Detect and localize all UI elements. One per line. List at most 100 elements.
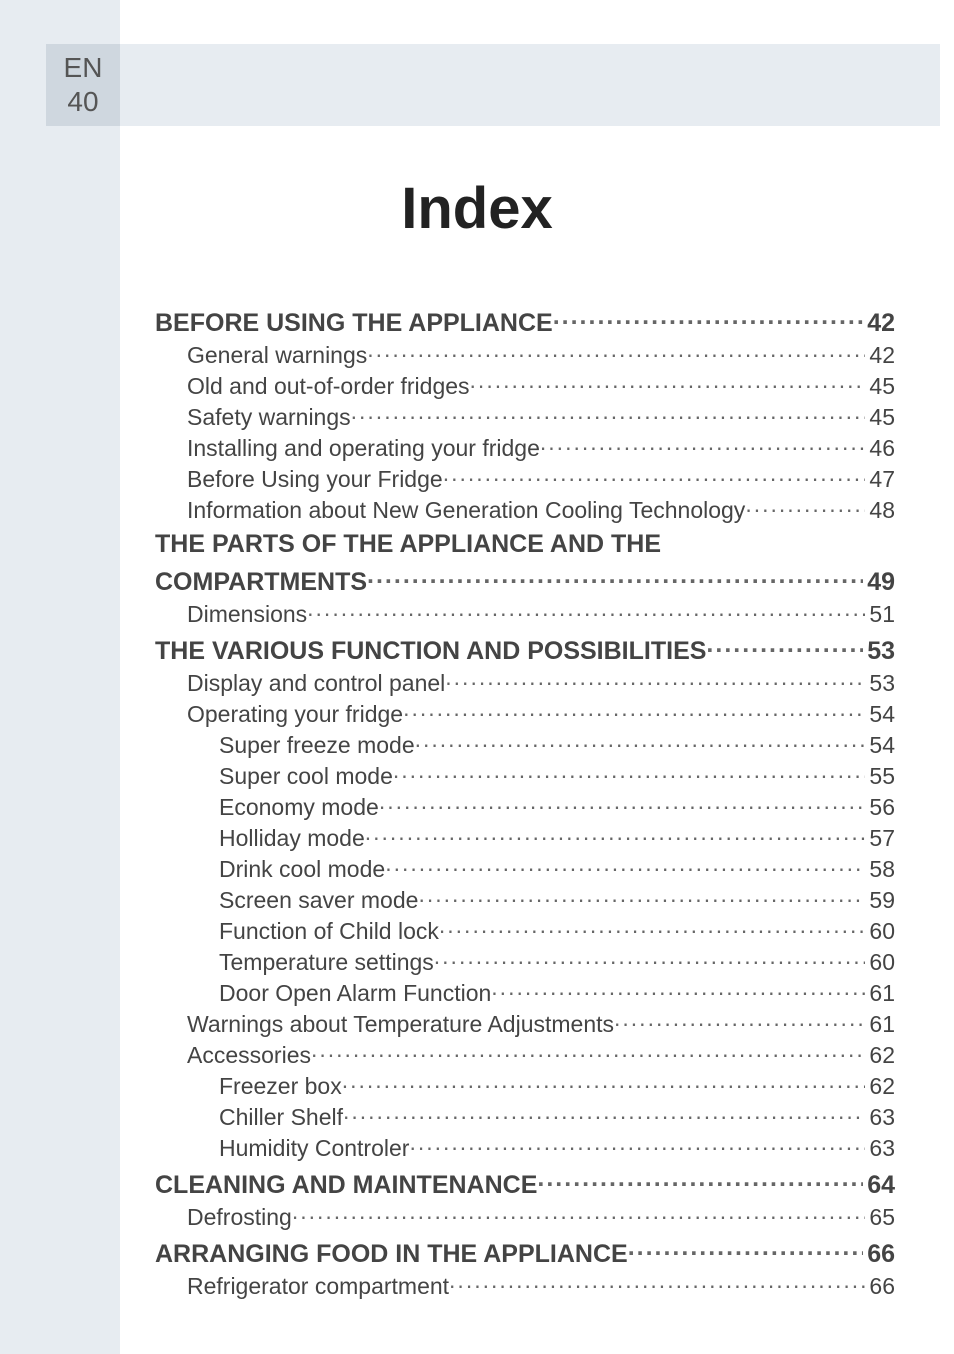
toc-label: ARRANGING FOOD IN THE APPLIANCE xyxy=(155,1240,628,1269)
toc-page: 53 xyxy=(863,637,895,666)
toc-leader xyxy=(418,885,865,908)
toc-row: Information about New Generation Cooling… xyxy=(155,495,895,524)
toc-leader xyxy=(403,699,865,722)
toc-page: 56 xyxy=(865,794,895,821)
toc-row: Super cool mode 55 xyxy=(155,761,895,790)
toc-page: 64 xyxy=(863,1171,895,1200)
toc-page: 57 xyxy=(865,825,895,852)
toc-page: 60 xyxy=(865,949,895,976)
toc-leader xyxy=(367,565,863,590)
header-bar xyxy=(120,44,940,126)
toc-leader xyxy=(706,634,863,659)
toc-label: Accessories xyxy=(187,1042,311,1069)
toc-page: 54 xyxy=(865,732,895,759)
toc-label: Function of Child lock xyxy=(219,918,439,945)
toc-row: Humidity Controler 63 xyxy=(155,1133,895,1162)
toc-row: Screen saver mode 59 xyxy=(155,885,895,914)
toc-row: Operating your fridge 54 xyxy=(155,699,895,728)
toc-row: Accessories 62 xyxy=(155,1040,895,1069)
toc-leader xyxy=(307,599,865,622)
toc-row: Dimensions 51 xyxy=(155,599,895,628)
toc-row: CLEANING AND MAINTENANCE 64 xyxy=(155,1168,895,1200)
language-page-badge: EN 40 xyxy=(46,44,120,126)
toc-row: Defrosting 65 xyxy=(155,1202,895,1231)
toc-label: Warnings about Temperature Adjustments xyxy=(187,1011,614,1038)
toc-label: Temperature settings xyxy=(219,949,434,976)
toc-label: Economy mode xyxy=(219,794,379,821)
toc-page: 47 xyxy=(865,466,895,493)
toc-row: Before Using your Fridge 47 xyxy=(155,464,895,493)
toc-page: 45 xyxy=(865,373,895,400)
toc-leader xyxy=(553,306,863,331)
toc-label: Refrigerator compartment xyxy=(187,1273,449,1300)
toc-label: Super freeze mode xyxy=(219,732,415,759)
toc-row: Chiller Shelf 63 xyxy=(155,1102,895,1131)
toc-page: 62 xyxy=(865,1073,895,1100)
toc-row: Holliday mode 57 xyxy=(155,823,895,852)
toc-label: Safety warnings xyxy=(187,404,351,431)
toc-label: Chiller Shelf xyxy=(219,1104,343,1131)
toc-label: Door Open Alarm Function xyxy=(219,980,491,1007)
toc-leader xyxy=(342,1071,866,1094)
toc-page: 46 xyxy=(865,435,895,462)
toc-leader xyxy=(415,730,866,753)
toc-page: 58 xyxy=(865,856,895,883)
toc-leader xyxy=(537,1168,863,1193)
toc-leader xyxy=(470,371,866,394)
toc-page: 65 xyxy=(865,1204,895,1231)
toc-page: 62 xyxy=(865,1042,895,1069)
toc-page: 63 xyxy=(865,1135,895,1162)
toc-label: Freezer box xyxy=(219,1073,342,1100)
toc-page: 48 xyxy=(865,497,895,524)
toc-label: Installing and operating your fridge xyxy=(187,435,540,462)
toc-row: Super freeze mode 54 xyxy=(155,730,895,759)
toc-page: 42 xyxy=(865,342,895,369)
toc-row: Old and out-of-order fridges 45 xyxy=(155,371,895,400)
toc-label: Humidity Controler xyxy=(219,1135,409,1162)
toc-leader xyxy=(745,495,865,518)
toc-leader xyxy=(614,1009,865,1032)
toc-label: COMPARTMENTS xyxy=(155,568,367,597)
toc-label: Holliday mode xyxy=(219,825,365,852)
toc-leader xyxy=(379,792,866,815)
toc-page: 45 xyxy=(865,404,895,431)
toc-page: 51 xyxy=(865,601,895,628)
toc-leader xyxy=(540,433,866,456)
toc-row: ARRANGING FOOD IN THE APPLIANCE 66 xyxy=(155,1237,895,1269)
toc-label: THE VARIOUS FUNCTION AND POSSIBILITIES xyxy=(155,637,706,666)
toc-row: Installing and operating your fridge 46 xyxy=(155,433,895,462)
toc-row: Safety warnings 45 xyxy=(155,402,895,431)
toc-label: General warnings xyxy=(187,342,367,369)
toc-label: Information about New Generation Cooling… xyxy=(187,497,745,524)
toc-leader xyxy=(434,947,866,970)
toc-row: Function of Child lock 60 xyxy=(155,916,895,945)
toc-row: COMPARTMENTS 49 xyxy=(155,565,895,597)
toc-label: Before Using your Fridge xyxy=(187,466,443,493)
toc-leader xyxy=(365,823,866,846)
toc-page: 42 xyxy=(863,309,895,338)
toc-row: BEFORE USING THE APPLIANCE 42 xyxy=(155,306,895,338)
toc-leader xyxy=(385,854,865,877)
toc-row: Display and control panel 53 xyxy=(155,668,895,697)
page-title: Index xyxy=(0,175,954,242)
toc-row: Warnings about Temperature Adjustments 6… xyxy=(155,1009,895,1038)
badge-lang: EN xyxy=(64,51,103,85)
toc-label: Dimensions xyxy=(187,601,307,628)
toc-page: 61 xyxy=(865,1011,895,1038)
badge-page: 40 xyxy=(67,85,98,119)
toc-leader xyxy=(351,402,866,425)
toc-page: 66 xyxy=(863,1240,895,1269)
toc-leader xyxy=(343,1102,865,1125)
toc-row: THE VARIOUS FUNCTION AND POSSIBILITIES 5… xyxy=(155,634,895,666)
toc-page: 66 xyxy=(865,1273,895,1300)
toc-row: Temperature settings 60 xyxy=(155,947,895,976)
toc-leader xyxy=(393,761,866,784)
toc-page: 53 xyxy=(865,670,895,697)
toc-leader xyxy=(292,1202,866,1225)
toc-label: Drink cool mode xyxy=(219,856,385,883)
toc-row: Drink cool mode 58 xyxy=(155,854,895,883)
toc-leader xyxy=(311,1040,865,1063)
toc-label: CLEANING AND MAINTENANCE xyxy=(155,1171,537,1200)
toc-label: THE PARTS OF THE APPLIANCE AND THE xyxy=(155,530,661,559)
toc-page: 54 xyxy=(865,701,895,728)
